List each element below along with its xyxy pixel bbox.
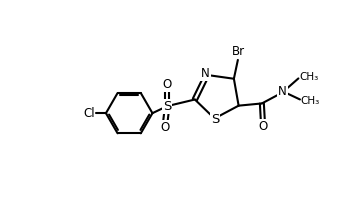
Text: S: S [163,100,171,113]
Text: Br: Br [232,45,245,58]
Text: CH₃: CH₃ [301,96,320,106]
Text: S: S [211,113,219,126]
Text: O: O [160,121,170,134]
Text: Cl: Cl [83,107,95,120]
Text: N: N [278,85,287,98]
Text: CH₃: CH₃ [299,72,318,82]
Text: O: O [163,78,172,91]
Text: O: O [258,120,267,133]
Text: N: N [201,67,210,80]
